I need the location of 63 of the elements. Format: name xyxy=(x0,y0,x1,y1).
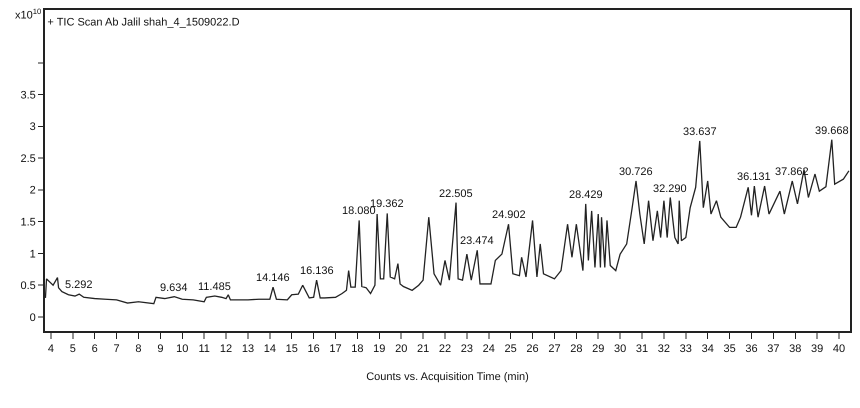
x-tick-label: 38 xyxy=(789,343,802,356)
x-tick-label: 16 xyxy=(308,343,320,356)
y-tick-label: 0.5 xyxy=(20,280,36,292)
x-tick-label: 37 xyxy=(767,343,780,356)
x-tick-label: 9 xyxy=(157,343,164,356)
x-tick-label: 40 xyxy=(832,343,846,356)
x-tick-label: 29 xyxy=(592,343,604,356)
annotation: 14.146 xyxy=(256,272,290,284)
x-tick-label: 20 xyxy=(395,343,408,356)
x-tick-label: 4 xyxy=(48,343,54,356)
x-tick-label: 12 xyxy=(220,343,232,356)
x-tick-label: 36 xyxy=(745,343,758,356)
annotation: 33.637 xyxy=(683,126,717,138)
x-tick-label: 22 xyxy=(438,343,452,356)
annotation: 36.131 xyxy=(737,171,771,183)
x-tick-label: 32 xyxy=(658,343,670,356)
x-tick-label: 6 xyxy=(92,343,98,356)
x-tick-label: 27 xyxy=(548,343,561,356)
x-tick-label: 25 xyxy=(504,343,517,356)
x-axis-title: Counts vs. Acquisition Time (min) xyxy=(366,370,529,383)
annotation: 28.429 xyxy=(569,189,603,201)
x-tick-label: 33 xyxy=(680,343,692,356)
x-tick-label: 18 xyxy=(351,343,364,356)
x-tick-label: 31 xyxy=(636,343,648,356)
x-tick-label: 5 xyxy=(70,343,76,356)
x-tick-label: 14 xyxy=(264,343,276,356)
x-tick-label: 35 xyxy=(723,343,736,356)
y-tick-label: 0 xyxy=(30,312,36,324)
annotation: 9.634 xyxy=(160,282,188,294)
x-tick-label: 30 xyxy=(614,343,626,356)
y-tick-label: 3 xyxy=(30,121,36,134)
x-tick-label: 26 xyxy=(526,343,539,356)
x-tick-label: 8 xyxy=(135,343,142,356)
y-tick-label: 1 xyxy=(30,248,36,260)
y-axis-title: x10$^{10}$ xyxy=(15,7,42,22)
annotation: 18.080 xyxy=(342,205,376,217)
x-tick-label: 17 xyxy=(329,343,342,356)
annotation: 30.726 xyxy=(619,166,653,178)
annotation: 16.136 xyxy=(300,265,334,277)
text: + TIC Scan Ab Jalil shah_4_1509022.D xyxy=(47,16,240,29)
x-tick-label: 39 xyxy=(811,343,824,356)
annotation: 22.505 xyxy=(439,188,473,200)
x-tick-label: 13 xyxy=(242,343,254,356)
x-tick-label: 24 xyxy=(482,343,495,356)
y-tick-label: 2 xyxy=(30,184,36,197)
x-tick-label: 28 xyxy=(570,343,582,356)
x-tick-label: 10 xyxy=(176,343,188,356)
x-tick-label: 34 xyxy=(702,343,714,356)
x-tick-label: 23 xyxy=(460,343,474,356)
y-tick-label: 2.5 xyxy=(20,152,36,165)
annotation: 5.292 xyxy=(65,279,93,291)
annotation: 24.902 xyxy=(492,209,526,221)
annotation: 23.474 xyxy=(460,235,494,247)
x-tick-label: 19 xyxy=(373,343,386,356)
x-tick-label: 21 xyxy=(416,343,430,356)
annotation: 39.668 xyxy=(815,125,849,137)
annotation: 32.290 xyxy=(653,183,687,195)
annotation: 11.485 xyxy=(198,281,231,293)
x-tick-label: 15 xyxy=(286,343,298,356)
y-tick-label: 1.5 xyxy=(20,216,36,229)
x-tick-label: 11 xyxy=(198,343,210,356)
x-tick-label: 7 xyxy=(114,343,120,356)
y-tick-label: 3.5 xyxy=(20,89,36,102)
